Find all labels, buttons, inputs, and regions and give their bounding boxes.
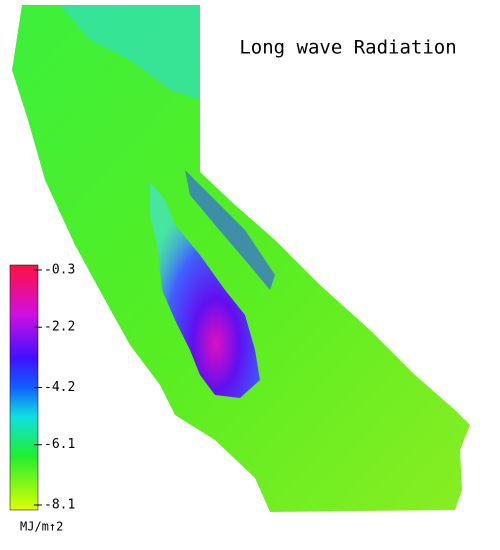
colorbar-tick-label: -2.2: [44, 320, 75, 335]
colorbar-tick-label: -4.2: [44, 380, 75, 395]
california-land: [12, 5, 470, 512]
colorbar-ticks: -0.3 -2.2 -4.2 -6.1 -8.1: [34, 263, 75, 513]
map-title: Long wave Radiation: [239, 37, 456, 59]
colorbar-tick-label: -8.1: [44, 498, 75, 513]
sierra-band: [185, 170, 275, 290]
central-valley: [150, 182, 260, 398]
colorbar-tick-label: -0.3: [44, 263, 75, 278]
colorbar-tick-label: -6.1: [44, 437, 75, 452]
colorbar: [9, 264, 39, 511]
northern-highlands: [60, 5, 200, 100]
colorbar-unit: MJ/m↑2: [20, 520, 63, 534]
